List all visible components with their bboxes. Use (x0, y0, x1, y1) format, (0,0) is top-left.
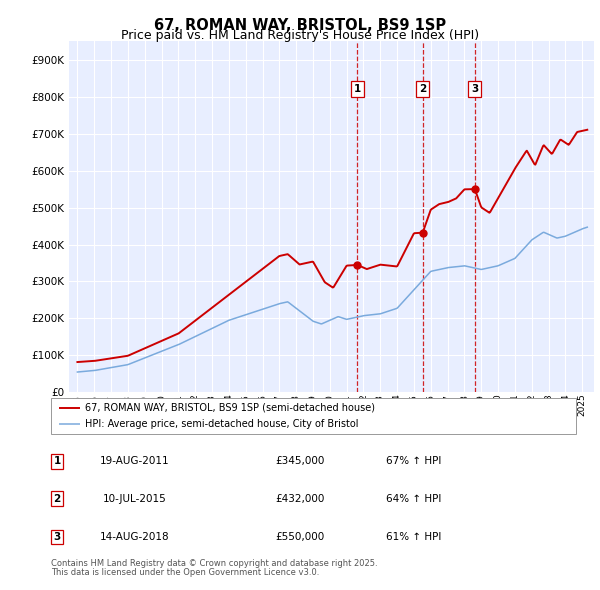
Text: 67, ROMAN WAY, BRISTOL, BS9 1SP: 67, ROMAN WAY, BRISTOL, BS9 1SP (154, 18, 446, 32)
Text: 64% ↑ HPI: 64% ↑ HPI (386, 494, 442, 503)
Text: 19-AUG-2011: 19-AUG-2011 (100, 457, 170, 466)
Text: 2: 2 (419, 84, 427, 94)
Text: Price paid vs. HM Land Registry's House Price Index (HPI): Price paid vs. HM Land Registry's House … (121, 30, 479, 42)
Text: 67, ROMAN WAY, BRISTOL, BS9 1SP (semi-detached house): 67, ROMAN WAY, BRISTOL, BS9 1SP (semi-de… (85, 403, 375, 413)
Text: £432,000: £432,000 (275, 494, 325, 503)
Text: Contains HM Land Registry data © Crown copyright and database right 2025.: Contains HM Land Registry data © Crown c… (51, 559, 377, 568)
Text: 2: 2 (53, 494, 61, 503)
Text: 3: 3 (471, 84, 478, 94)
Text: 1: 1 (353, 84, 361, 94)
Text: 67% ↑ HPI: 67% ↑ HPI (386, 457, 442, 466)
Text: 10-JUL-2015: 10-JUL-2015 (103, 494, 167, 503)
Text: 61% ↑ HPI: 61% ↑ HPI (386, 532, 442, 542)
Text: £345,000: £345,000 (275, 457, 325, 466)
Text: This data is licensed under the Open Government Licence v3.0.: This data is licensed under the Open Gov… (51, 568, 319, 577)
Text: 3: 3 (53, 532, 61, 542)
Text: 14-AUG-2018: 14-AUG-2018 (100, 532, 170, 542)
Text: 1: 1 (53, 457, 61, 466)
Text: HPI: Average price, semi-detached house, City of Bristol: HPI: Average price, semi-detached house,… (85, 419, 359, 429)
Text: £550,000: £550,000 (275, 532, 325, 542)
